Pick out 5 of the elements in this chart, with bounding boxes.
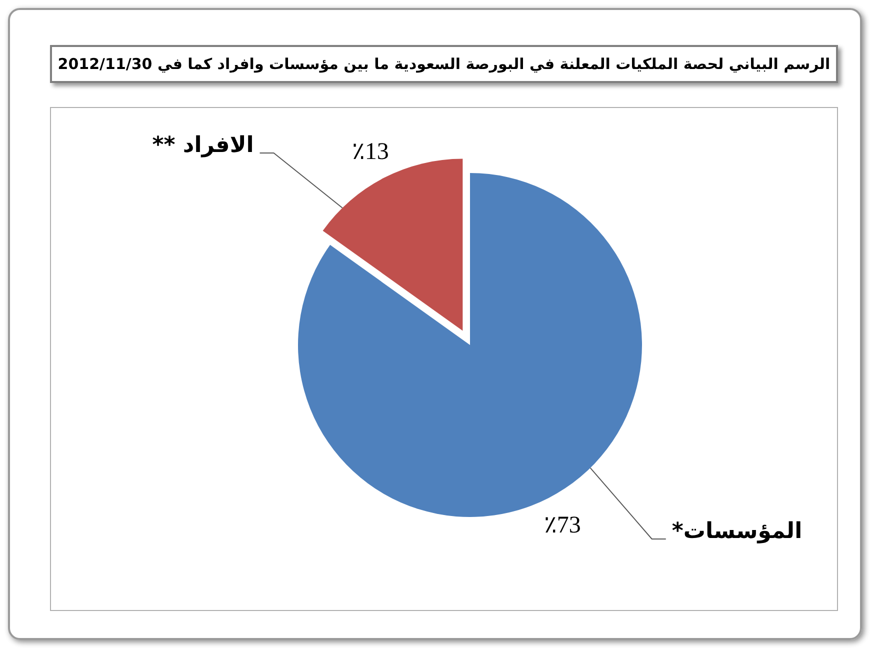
data-label: ٪13 — [352, 139, 389, 166]
data-label: ٪73 — [544, 512, 581, 539]
chart-title: الرسم البياني لحصة الملكيات المعلنة في البورصة السعودية ما بين مؤسسات وافراد كما في 2012/11/30 — [50, 45, 838, 83]
slice-label: المؤسسات* — [672, 518, 802, 544]
slice-label: الافراد ** — [152, 133, 254, 158]
